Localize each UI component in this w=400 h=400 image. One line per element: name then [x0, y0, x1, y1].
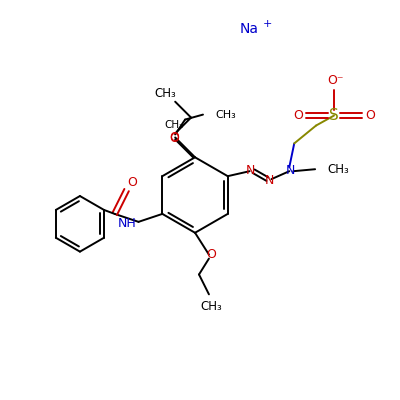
Text: CH₃: CH₃ — [154, 87, 176, 100]
Text: +: + — [262, 19, 272, 29]
Text: CH₂: CH₂ — [164, 120, 184, 130]
Text: Na: Na — [240, 22, 259, 36]
Text: O: O — [293, 109, 303, 122]
Text: CH₃: CH₃ — [215, 110, 236, 120]
Text: S: S — [329, 108, 339, 123]
Text: O⁻: O⁻ — [328, 74, 344, 87]
Text: N: N — [265, 174, 274, 187]
Text: O: O — [169, 131, 179, 144]
Text: O: O — [365, 109, 375, 122]
Text: CH₃: CH₃ — [327, 163, 349, 176]
Text: NH: NH — [118, 217, 136, 230]
Text: O: O — [206, 248, 216, 261]
Text: N: N — [246, 164, 255, 177]
Text: N: N — [286, 164, 295, 177]
Text: CH₃: CH₃ — [200, 300, 222, 313]
Text: O: O — [128, 176, 138, 189]
Text: O: O — [169, 132, 179, 145]
